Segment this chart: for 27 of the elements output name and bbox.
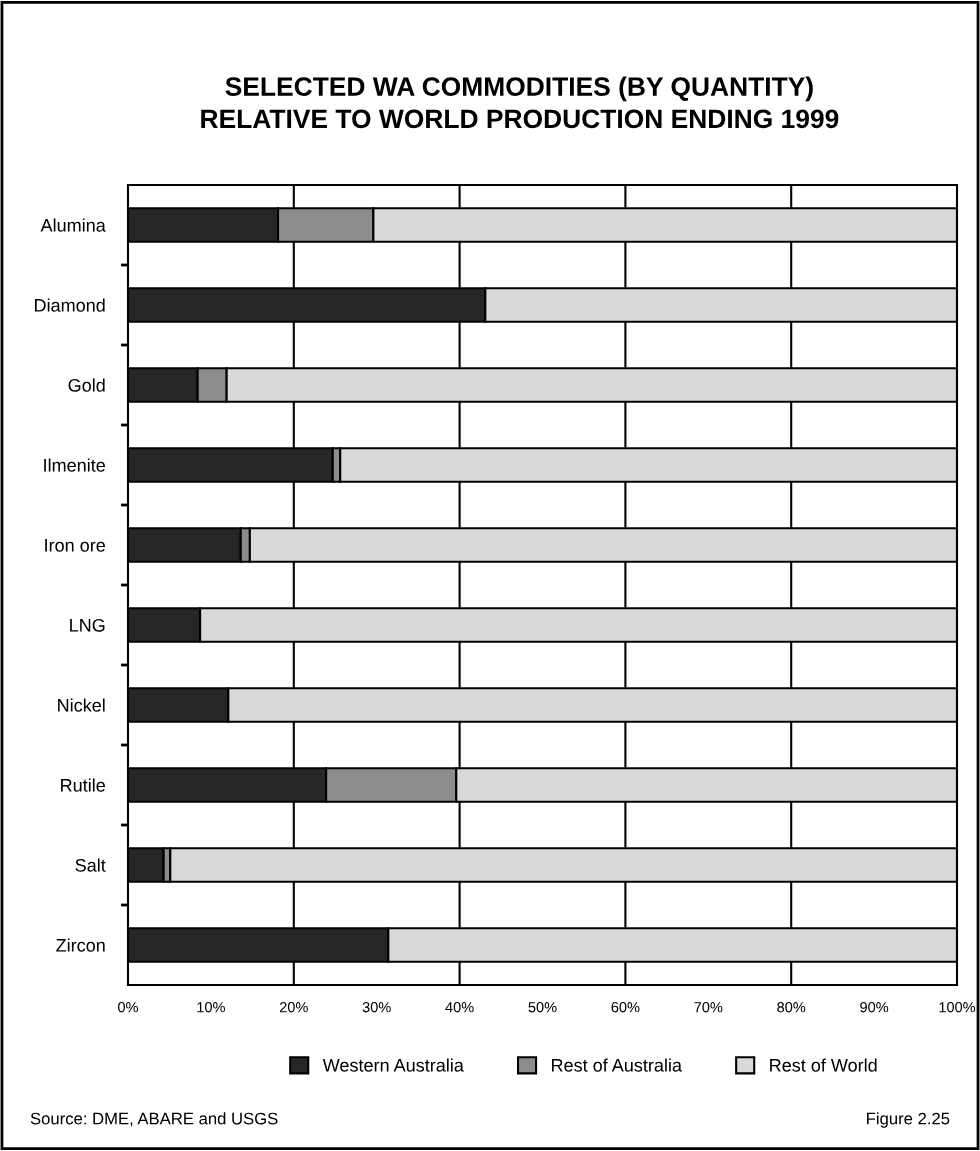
legend-label: Rest of Australia xyxy=(552,1058,682,1072)
y-tick-label: Zircon xyxy=(56,938,105,952)
legend-label: Rest of World xyxy=(770,1058,877,1072)
y-tick-label: Diamond xyxy=(35,298,105,312)
y-tick-label: Ilmenite xyxy=(44,458,105,472)
caption: Figure 2.25 xyxy=(867,1112,950,1128)
x-tick-label: 80% xyxy=(777,1002,806,1013)
y-tick-label: Rutile xyxy=(61,778,105,792)
x-tick-label: 20% xyxy=(279,1002,308,1013)
chart-title: SELECTED WA COMMODITIES (BY QUANTITY) RELATIVE TO WORLD PRODUCTION ENDING 1999 xyxy=(201,76,839,129)
x-tick-label: 60% xyxy=(611,1002,640,1013)
x-tick-label: 10% xyxy=(197,1002,225,1013)
x-tick-label: 100% xyxy=(939,1002,976,1013)
y-tick-label: Alumina xyxy=(40,218,106,232)
x-tick-label: 50% xyxy=(528,1002,557,1013)
x-tick-label: 30% xyxy=(362,1002,391,1013)
x-tick-label: 40% xyxy=(445,1002,474,1013)
source-note: Source: DME, ABARE and USGS xyxy=(30,1112,278,1127)
y-tick-label: LNG xyxy=(70,618,105,632)
y-tick-label: Salt xyxy=(75,858,106,872)
y-tick-label: Nickel xyxy=(58,698,105,712)
x-tick-label: 90% xyxy=(860,1002,889,1013)
y-tick-label: Iron ore xyxy=(45,539,105,552)
y-tick-label: Gold xyxy=(68,378,105,392)
x-tick-label: 70% xyxy=(694,1002,723,1013)
x-tick-label: 0% xyxy=(118,1002,139,1013)
legend-label: Western Australia xyxy=(322,1058,464,1072)
